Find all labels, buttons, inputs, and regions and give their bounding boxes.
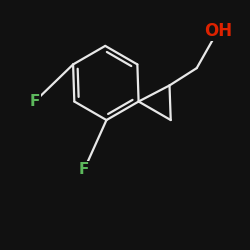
Text: F: F <box>79 162 90 177</box>
Text: F: F <box>30 94 40 109</box>
Text: OH: OH <box>204 22 232 40</box>
